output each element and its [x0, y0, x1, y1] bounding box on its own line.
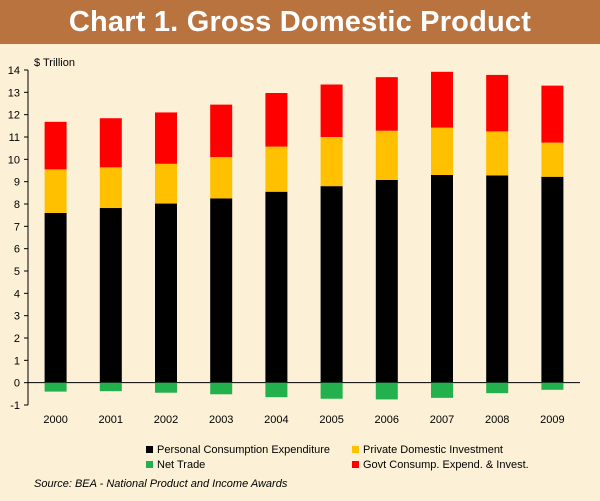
- bar-segment: [210, 198, 233, 383]
- bar-segment: [431, 382, 453, 398]
- bar-segment: [320, 137, 343, 187]
- y-tick-label: 14: [8, 65, 20, 77]
- legend-label-net-trade: Net Trade: [157, 459, 206, 471]
- bar-segment: [99, 118, 122, 168]
- x-tick-label: 2006: [375, 414, 399, 426]
- legend-label-government: Govt Consump. Expend. & Invest.: [363, 459, 529, 471]
- y-tick-label: 11: [9, 132, 20, 144]
- legend-swatch-investment: [352, 445, 359, 453]
- bar-segment: [265, 146, 288, 192]
- y-axis-label: $ Trillion: [34, 57, 75, 69]
- y-tick-label: 13: [8, 87, 20, 99]
- bar-segment: [44, 382, 67, 392]
- legend-swatch-net-trade: [146, 460, 153, 468]
- bar-segment: [486, 175, 509, 383]
- bar-segment: [155, 203, 177, 383]
- source-note: Source: BEA - National Product and Incom…: [34, 478, 288, 490]
- bar-segment: [541, 85, 564, 143]
- bar-segment: [375, 179, 398, 383]
- x-tick-label: 2001: [99, 414, 123, 426]
- legend-item-pce: Personal Consumption Expenditure: [146, 444, 330, 456]
- bar-segment: [44, 169, 67, 213]
- bar-segment: [431, 71, 453, 128]
- y-tick-label: 6: [14, 244, 20, 256]
- x-tick-label: 2003: [209, 414, 233, 426]
- y-tick-label: 2: [14, 333, 20, 345]
- bar-segment: [210, 157, 233, 199]
- bar-segment: [486, 382, 509, 394]
- x-tick-label: 2000: [43, 414, 67, 426]
- y-tick-label: 3: [14, 311, 20, 323]
- bar-segment: [44, 212, 67, 383]
- bar-segment: [320, 84, 343, 137]
- x-tick-label: 2005: [319, 414, 343, 426]
- y-tick-label: 4: [14, 288, 20, 300]
- legend-label-pce: Personal Consumption Expenditure: [157, 444, 331, 456]
- legend-item-net-trade: Net Trade: [146, 459, 205, 471]
- legend-swatch-pce: [146, 445, 153, 453]
- bar-segment: [375, 130, 398, 180]
- y-tick-label: 12: [8, 110, 20, 122]
- legend-item-investment: Private Domestic Investment: [352, 444, 503, 456]
- legend-label-investment: Private Domestic Investment: [363, 444, 503, 456]
- chart-title: Chart 1. Gross Domestic Product: [0, 0, 600, 44]
- bar-segment: [541, 142, 564, 177]
- bar-segment: [155, 163, 177, 204]
- bar-segment: [375, 77, 398, 131]
- bar-segment: [320, 382, 343, 399]
- bar-segment: [320, 186, 343, 383]
- bar-segment: [265, 93, 288, 147]
- y-tick-label: 1: [14, 355, 20, 367]
- x-tick-label: 2004: [264, 414, 288, 426]
- y-tick-label: 8: [14, 199, 20, 211]
- bar-segment: [99, 208, 122, 383]
- bar-segment: [99, 167, 122, 209]
- bar-segment: [431, 174, 453, 383]
- x-tick-label: 2007: [430, 414, 454, 426]
- bar-segment: [155, 112, 177, 164]
- bar-segment: [210, 382, 233, 395]
- bar-segment: [210, 104, 233, 158]
- bar-segment: [99, 382, 122, 392]
- bar-segment: [541, 176, 564, 383]
- y-tick-label: 7: [14, 221, 20, 233]
- bar-segment: [486, 131, 509, 176]
- x-tick-label: 2009: [540, 414, 564, 426]
- y-tick-label: -1: [10, 400, 20, 412]
- y-tick-label: 10: [8, 154, 20, 166]
- bar-segment: [431, 127, 453, 175]
- bar-segment: [44, 121, 67, 170]
- bar-segment: [375, 382, 398, 400]
- x-tick-label: 2002: [154, 414, 178, 426]
- y-tick-label: 9: [14, 177, 20, 189]
- y-tick-label: 5: [14, 266, 20, 278]
- bar-segment: [265, 382, 288, 398]
- x-tick-label: 2008: [485, 414, 509, 426]
- bar-segment: [541, 382, 564, 390]
- bar-segment: [155, 382, 177, 393]
- y-tick-label: 0: [14, 378, 20, 390]
- bar-segment: [486, 74, 509, 132]
- legend-item-government: Govt Consump. Expend. & Invest.: [352, 459, 529, 471]
- legend-swatch-government: [352, 460, 359, 468]
- bar-segment: [265, 191, 288, 383]
